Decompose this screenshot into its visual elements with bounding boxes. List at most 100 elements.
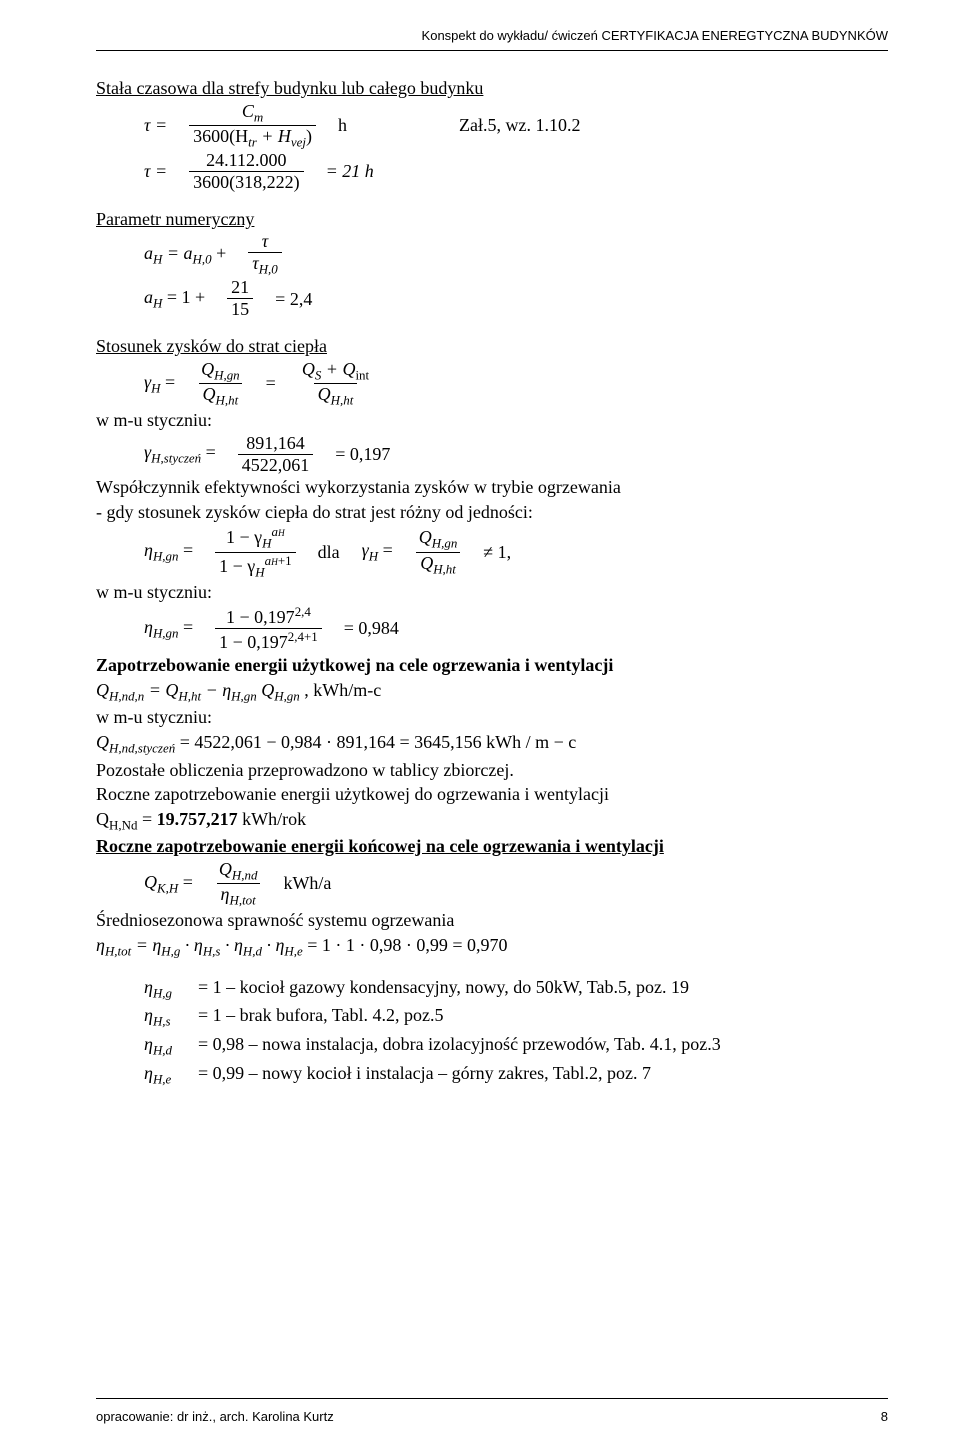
tau-num: τ — [258, 232, 272, 252]
qkh-den-sub: H,tot — [229, 893, 255, 908]
eq-den-end: ) — [306, 126, 312, 146]
month-label-1: w m-u styczniu: — [96, 409, 888, 432]
eta-e: η — [144, 1063, 153, 1083]
etot-d: H,d — [243, 943, 262, 958]
etot-g: H,g — [161, 943, 180, 958]
eta-num-h: H — [278, 529, 285, 539]
eta-jan-num-exp: 2,4 — [295, 604, 311, 619]
eta-jan-sub: H,gn — [153, 625, 179, 640]
eta-g: η — [144, 977, 153, 997]
footer-rule — [96, 1398, 888, 1399]
eq-unit-h: h — [338, 114, 347, 137]
qnd-jan-sub: H,nd,styczeń — [109, 740, 175, 755]
q-den-sub: H,ht — [216, 393, 239, 408]
qhnd-unit: kWh/rok — [238, 809, 306, 829]
g2-den: Q — [420, 553, 433, 573]
etot-eq: = η — [136, 935, 162, 955]
eta-d-sub: H,d — [153, 1043, 172, 1058]
month-label-3: w m-u styczniu: — [96, 706, 888, 729]
eq-c: C — [242, 101, 254, 121]
qnd-jan-rhs: = 4522,061 − 0,984 · 891,164 = 3645,156 … — [180, 732, 577, 752]
eta-jan-res: = 0,984 — [344, 617, 399, 640]
gamma-jan-res: = 0,197 — [335, 443, 390, 466]
q-num-sub: H,gn — [214, 367, 240, 382]
g2-den-sub: H,ht — [433, 561, 456, 576]
qnd-r1-sub: H,ht — [178, 688, 201, 703]
q-den: Q — [203, 384, 216, 404]
footer-author: opracowanie: dr inż., arch. Karolina Kur… — [96, 1409, 334, 1425]
eq-eta-january: ηH,gn = 1 − 0,1972,4 1 − 0,1972,4+1 = 0,… — [144, 605, 888, 652]
section-title-useful-energy: Zapotrzebowanie energii użytkowej na cel… — [96, 654, 888, 677]
eq-den-sub1: tr — [248, 135, 257, 150]
a2-sub: H — [153, 296, 162, 311]
eta-den-base: 1 − γ — [219, 556, 255, 576]
eq-eta-symbolic: ηH,gn = 1 − γHaH 1 − γHaH+1 dla γH = QH,… — [144, 525, 888, 578]
eta-e-txt: = 0,99 – nowy kocioł i instalacja – górn… — [198, 1062, 651, 1088]
qhnd: Q — [96, 809, 109, 829]
qnd-jan: Q — [96, 732, 109, 752]
eta-row-s: ηH,s = 1 – brak bufora, Tabl. 4.2, poz.5 — [144, 1004, 888, 1030]
annual-useful-line1: Roczne zapotrzebowanie energii użytkowej… — [96, 783, 888, 806]
qkh-sub: K,H — [157, 880, 178, 895]
section-title-numeric-param: Parametr numeryczny — [96, 208, 888, 231]
a-mid: = a — [167, 243, 193, 263]
page-number: 8 — [881, 1409, 888, 1425]
eq-tau-numeric: τ = 24.112.000 3600(318,222) = 21 h — [144, 151, 888, 192]
eta-g-sub: H,g — [153, 985, 172, 1000]
section-title-ratio: Stosunek zysków do strat ciepła — [96, 335, 888, 358]
gamma-jan-num: 891,164 — [242, 434, 309, 454]
page-footer: opracowanie: dr inż., arch. Karolina Kur… — [96, 1392, 888, 1425]
eta: η — [144, 540, 153, 560]
eta-jan-num: 1 − 0,197 — [226, 607, 295, 627]
g2-num: Q — [419, 527, 432, 547]
header-rule — [96, 50, 888, 51]
qnd-eq: = Q — [149, 680, 179, 700]
annual-useful-line2: QH,Nd = 19.757,217 kWh/rok — [96, 808, 888, 834]
qkh-num-sub: H,nd — [232, 868, 258, 883]
eq-aH-symbolic: aH = aH,0 + τ τH,0 — [144, 232, 888, 276]
eta-d-txt: = 0,98 – nowa instalacja, dobra izolacyj… — [198, 1033, 721, 1059]
eta-s-txt: = 1 – brak bufora, Tabl. 4.2, poz.5 — [198, 1004, 444, 1030]
eq-num-val: 24.112.000 — [202, 151, 290, 171]
eq-den-a: 3600(H — [193, 126, 248, 146]
etot: η — [96, 935, 105, 955]
qint-sub: int — [355, 367, 369, 382]
eq-den-val: 3600(318,222) — [189, 171, 304, 192]
eq-tau-symbolic: τ = Cm 3600(Htr + Hvej) h Zał.5, wz. 1.1… — [144, 102, 888, 149]
qint: + Q — [321, 359, 355, 379]
eta-sub: H,gn — [153, 549, 179, 564]
section-title-time-constant: Stała czasowa dla strefy budynku lub cał… — [96, 77, 888, 100]
eq-qnd-symbolic: QH,nd,n = QH,ht − ηH,gn QH,gn , kWh/m-c — [96, 679, 888, 705]
eq-qnd-january: QH,nd,styczeń = 4522,061 − 0,984 · 891,1… — [96, 731, 888, 757]
qht2-sub: H,ht — [331, 393, 354, 408]
eq-gamma-symbolic: γH = QH,gn QH,ht = QS + Qint QH,ht — [144, 360, 888, 407]
a-sub: H — [153, 251, 162, 266]
qkh-unit: kWh/a — [283, 872, 331, 895]
eta-row-e: ηH,e = 0,99 – nowy kocioł i instalacja –… — [144, 1062, 888, 1088]
etot-sub: H,tot — [105, 943, 131, 958]
page: Konspekt do wykładu/ ćwiczeń CERTYFIKACJ… — [0, 0, 960, 1449]
seasonal-efficiency-title: Średniosezonowa sprawność systemu ogrzew… — [96, 909, 888, 932]
dla-label: dla — [318, 541, 340, 564]
eq-eta-tot: ηH,tot = ηH,g · ηH,s · ηH,d · ηH,e = 1 ·… — [96, 934, 888, 960]
eq-gamma-january: γH,styczeń = 891,164 4522,061 = 0,197 — [144, 434, 888, 475]
qhnd-sub: H,Nd — [109, 817, 137, 832]
remaining-calc-note: Pozostałe obliczenia przeprowadzono w ta… — [96, 759, 888, 782]
a2-result: = 2,4 — [275, 288, 312, 311]
eta-den-plus1: +1 — [278, 553, 292, 568]
qnd-r2-sub: H,gn — [274, 688, 300, 703]
qkh-num: Q — [219, 859, 232, 879]
a-mid-sub: H,0 — [193, 251, 212, 266]
section-title-final-energy: Roczne zapotrzebowanie energii końcowej … — [96, 835, 888, 858]
eta-row-d: ηH,d = 0,98 – nowa instalacja, dobra izo… — [144, 1033, 888, 1059]
a2-den: 15 — [227, 298, 253, 319]
qkh: Q — [144, 872, 157, 892]
gamma2: γ — [362, 540, 369, 560]
eta-d: η — [144, 1034, 153, 1054]
month-label-2: w m-u styczniu: — [96, 581, 888, 604]
efficiency-text-2: - gdy stosunek zysków ciepła do strat je… — [96, 501, 888, 524]
gamma-jan-sub: H,styczeń — [151, 451, 201, 466]
qnd: Q — [96, 680, 109, 700]
gamma2-sub: H — [369, 549, 378, 564]
etot-rhs: = 1 · 1 · 0,98 · 0,99 = 0,970 — [307, 935, 507, 955]
